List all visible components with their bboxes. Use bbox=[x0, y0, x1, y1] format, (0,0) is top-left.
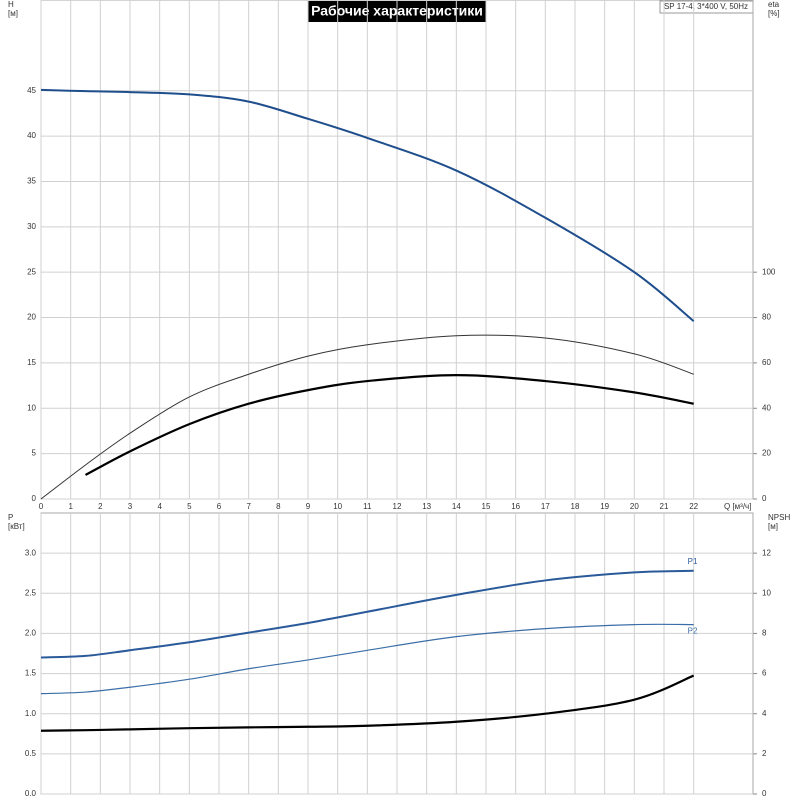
x-tick-label: 20 bbox=[630, 502, 639, 511]
x-tick-label: 19 bbox=[600, 502, 609, 511]
x-tick-label: 21 bbox=[660, 502, 669, 511]
y2-tick-label: 80 bbox=[762, 313, 771, 322]
line-series bbox=[40, 88, 695, 322]
x-tick-label: 10 bbox=[333, 502, 342, 511]
line-series bbox=[40, 674, 695, 732]
y-tick-label: 20 bbox=[27, 313, 36, 322]
x-axis-label: Q [м³/ч] bbox=[724, 502, 751, 511]
x-tick-label: 6 bbox=[217, 502, 222, 511]
y-tick-label: 1.5 bbox=[25, 669, 37, 678]
y2-tick-label: 100 bbox=[762, 267, 776, 276]
x-tick-label: 11 bbox=[363, 502, 372, 511]
x-tick-label: 7 bbox=[246, 502, 251, 511]
annotation: SP 17-4, 3*400 V, 50Hz bbox=[664, 2, 748, 11]
y-tick-label: 25 bbox=[27, 267, 36, 276]
y-tick-label: 30 bbox=[27, 222, 36, 231]
x-tick-label: 3 bbox=[128, 502, 133, 511]
y2-tick-label: 6 bbox=[762, 669, 767, 678]
y2-tick-label: 8 bbox=[762, 629, 767, 638]
series-label: P1 bbox=[688, 557, 698, 566]
y-tick-label: 0 bbox=[32, 494, 37, 503]
x-tick-label: 12 bbox=[393, 502, 402, 511]
y-axis-label: P bbox=[8, 513, 13, 522]
y-tick-label: 40 bbox=[27, 131, 36, 140]
x-tick-label: 2 bbox=[98, 502, 103, 511]
x-tick-label: 14 bbox=[452, 502, 461, 511]
y2-tick-label: 2 bbox=[762, 749, 767, 758]
x-tick-label: 1 bbox=[68, 502, 73, 511]
y-tick-label: 10 bbox=[27, 403, 36, 412]
y-tick-label: 1.0 bbox=[25, 709, 37, 718]
x-tick-label: 5 bbox=[187, 502, 192, 511]
y2-axis-label: NPSH bbox=[768, 513, 790, 522]
y-tick-label: 0.5 bbox=[25, 749, 37, 758]
x-tick-label: 9 bbox=[306, 502, 311, 511]
y-tick-label: 15 bbox=[27, 358, 36, 367]
y-tick-label: 2.5 bbox=[25, 588, 37, 597]
y2-tick-label: 4 bbox=[762, 709, 767, 718]
x-tick-label: 22 bbox=[689, 502, 698, 511]
x-tick-label: 18 bbox=[571, 502, 580, 511]
x-tick-label: 15 bbox=[482, 502, 491, 511]
y2-axis-unit: [м] bbox=[768, 522, 778, 531]
y2-axis-unit: [%] bbox=[768, 9, 780, 18]
series-label: P2 bbox=[688, 627, 698, 636]
y-tick-label: 35 bbox=[27, 177, 36, 186]
y-tick-label: 45 bbox=[27, 86, 36, 95]
x-tick-label: 13 bbox=[422, 502, 431, 511]
y-axis-label: H bbox=[8, 0, 14, 9]
y2-tick-label: 12 bbox=[762, 548, 771, 557]
y2-tick-label: 10 bbox=[762, 588, 771, 597]
y2-tick-label: 40 bbox=[762, 403, 771, 412]
line-series bbox=[84, 374, 694, 476]
y-tick-label: 0.0 bbox=[25, 789, 37, 798]
y2-tick-label: 0 bbox=[762, 494, 767, 503]
line-series bbox=[40, 623, 694, 695]
y-tick-label: 5 bbox=[32, 449, 37, 458]
line-series bbox=[40, 334, 694, 500]
x-tick-label: 16 bbox=[511, 502, 520, 511]
y2-tick-label: 0 bbox=[762, 789, 767, 798]
y2-tick-label: 60 bbox=[762, 358, 771, 367]
x-tick-label: 4 bbox=[157, 502, 162, 511]
line-series bbox=[40, 569, 694, 659]
y2-tick-label: 20 bbox=[762, 449, 771, 458]
y-axis-unit: [м] bbox=[8, 9, 18, 18]
x-tick-label: 0 bbox=[39, 502, 44, 511]
y-axis-unit: [кВт] bbox=[8, 522, 25, 531]
y-tick-label: 2.0 bbox=[25, 629, 37, 638]
y-tick-label: 3.0 bbox=[25, 548, 37, 557]
x-tick-label: 8 bbox=[276, 502, 281, 511]
x-tick-label: 17 bbox=[541, 502, 550, 511]
y2-axis-label: eta bbox=[768, 0, 780, 9]
